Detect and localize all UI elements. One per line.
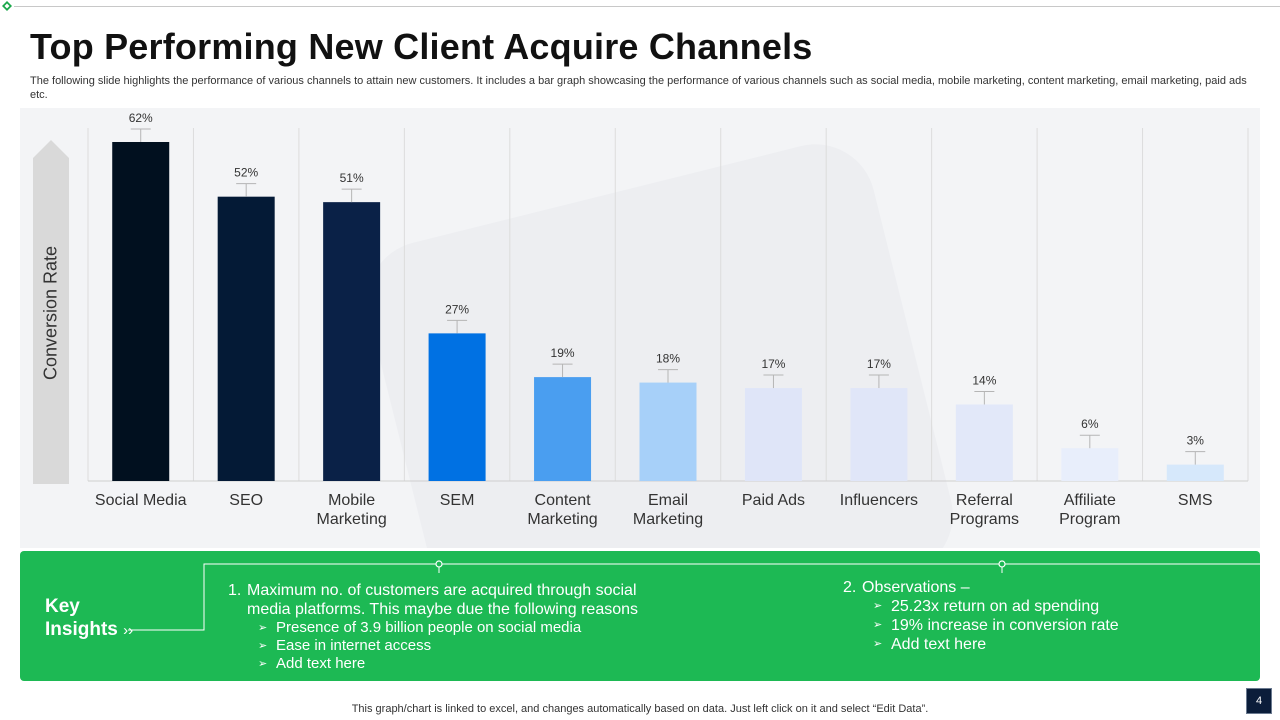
data-label: 6%: [1081, 417, 1099, 431]
insight-column-1: 1. Maximum no. of customers are acquired…: [228, 581, 658, 673]
arrow-bullet-icon: ➢: [258, 622, 268, 634]
x-tick-label: SMS: [1178, 492, 1213, 509]
x-tick-label: Influencers: [840, 492, 918, 509]
x-tick-label: Paid Ads: [742, 492, 805, 509]
arrow-bullet-icon: ➢: [873, 638, 883, 650]
data-label: 18%: [656, 352, 680, 366]
data-label: 62%: [129, 111, 153, 125]
data-label: 14%: [972, 373, 996, 387]
key-insights-heading: Key Insights ››: [45, 595, 133, 642]
arrow-bullet-icon: ➢: [258, 658, 268, 670]
arrow-bullet-icon: ➢: [873, 619, 883, 631]
x-tick-label: Program: [1059, 511, 1120, 528]
page-number: 4: [1246, 688, 1272, 714]
bar-0[interactable]: [112, 142, 170, 481]
logo-icon: [2, 1, 12, 11]
bar-9[interactable]: [1061, 448, 1119, 481]
insight-1-text-line-1: Maximum no. of customers are acquired th…: [247, 582, 637, 599]
bar-6[interactable]: [744, 388, 802, 481]
insight-2-bullet-1: 25.23x return on ad spending: [891, 598, 1100, 615]
list-item: ➢ 25.23x return on ad spending: [843, 597, 1223, 616]
footer-note: This graph/chart is linked to excel, and…: [351, 703, 929, 715]
data-label: 17%: [761, 357, 785, 371]
data-label: 19%: [551, 346, 575, 360]
x-tick-label: Affiliate: [1064, 492, 1116, 509]
insights-connector-lines: [128, 560, 1260, 631]
list-item: ➢ Add text here: [843, 635, 1223, 654]
x-tick-label: Referral: [956, 492, 1013, 509]
insight-2-bullet-3: Add text here: [891, 636, 987, 653]
y-axis-arrow-icon: [33, 140, 69, 484]
x-tick-label: Social Media: [95, 492, 187, 509]
x-tick-label: Email: [648, 492, 688, 509]
list-item: ➢ 19% increase in conversion rate: [843, 616, 1223, 635]
bar-chart[interactable]: 62% Social Media 52% SEO 51% Mobile Marketing 2…: [0, 0, 1280, 550]
bar-3[interactable]: [428, 333, 486, 481]
insight-2-text: Observations –: [862, 579, 970, 596]
bar-7[interactable]: [850, 388, 908, 481]
list-item: ➢ Add text here: [228, 655, 658, 673]
data-label: 52%: [234, 166, 258, 180]
insight-2-number: 2.: [843, 579, 857, 596]
key-insights-panel: Key Insights ›› 1. Maximum no. of custom…: [20, 551, 1260, 681]
insight-2-bullet-2: 19% increase in conversion rate: [891, 617, 1119, 634]
slide-subtitle: The following slide highlights the perfo…: [30, 75, 1247, 101]
bar-8[interactable]: [955, 404, 1013, 481]
bar-4[interactable]: [534, 377, 592, 481]
list-item: ➢ Ease in internet access: [228, 637, 658, 655]
insight-1-bullet-2: Ease in internet access: [276, 637, 432, 654]
data-label: 51%: [340, 171, 364, 185]
x-tick-label: SEO: [229, 492, 263, 509]
data-label: 17%: [867, 357, 891, 371]
x-tick-label: Content: [535, 492, 592, 509]
x-tick-label: Marketing: [633, 511, 703, 528]
insight-1-bullet-3: Add text here: [276, 655, 366, 672]
data-label: 27%: [445, 302, 469, 316]
key-insights-word-2: Insights: [45, 619, 118, 640]
insight-1-text-line-2: media platforms. This maybe due the foll…: [247, 601, 639, 618]
insight-1-number: 1.: [228, 582, 242, 599]
bar-1[interactable]: [217, 196, 275, 481]
insight-column-2: 2. Observations – ➢ 25.23x return on ad …: [843, 578, 1223, 654]
x-tick-label: Mobile: [328, 492, 375, 509]
key-insights-word-1: Key: [45, 596, 80, 617]
x-tick-label: Marketing: [527, 511, 597, 528]
slide-title: Top Performing New Client Acquire Channe…: [30, 26, 813, 67]
chevron-right-icon: ››: [123, 622, 134, 639]
insight-1-bullet-1: Presence of 3.9 billion people on social…: [276, 619, 582, 636]
top-rule: [14, 6, 1280, 7]
arrow-bullet-icon: ➢: [873, 600, 883, 612]
x-tick-label: Programs: [950, 511, 1019, 528]
bar-2[interactable]: [323, 202, 381, 482]
arrow-bullet-icon: ➢: [258, 640, 268, 652]
list-item: ➢ Presence of 3.9 billion people on soci…: [228, 619, 658, 637]
bar-5[interactable]: [639, 382, 697, 481]
x-tick-label: Marketing: [317, 511, 387, 528]
bar-10[interactable]: [1166, 464, 1224, 481]
data-label: 3%: [1187, 434, 1205, 448]
x-tick-label: SEM: [440, 492, 475, 509]
